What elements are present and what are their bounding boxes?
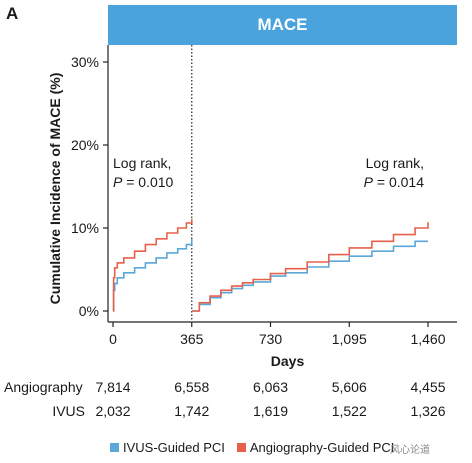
x-axis-label: Days (271, 353, 305, 369)
risk-label-ivus: IVUS (52, 403, 85, 419)
x-tick-label: 1,460 (410, 331, 445, 347)
legend-label: Angiography-Guided PCI (249, 440, 395, 455)
risk-value-angiography: 6,558 (174, 379, 210, 395)
legend-item: Angiography-Guided PCI (236, 440, 395, 455)
annotation-log-rank: Log rank, (366, 155, 424, 171)
risk-value-angiography: 4,455 (410, 379, 446, 395)
y-tick-label: 10% (71, 220, 99, 236)
x-tick-label: 1,095 (332, 331, 367, 347)
legend-swatch (110, 443, 119, 452)
p-value: = 0.014 (373, 174, 424, 190)
annotation-log-rank: Log rank, (113, 155, 171, 171)
legend-item: IVUS-Guided PCI (110, 440, 225, 455)
y-tick-label: 0% (79, 303, 99, 319)
p-symbol: P (113, 174, 123, 190)
legend: IVUS-Guided PCI Angiography-Guided PCI (110, 440, 406, 455)
risk-value-angiography: 7,814 (95, 379, 131, 395)
risk-label-angiography: Angiography (4, 379, 83, 395)
legend-swatch (236, 443, 246, 452)
legend-label: IVUS-Guided PCI (123, 440, 225, 455)
x-tick-label: 730 (259, 331, 283, 347)
risk-value-ivus: 2,032 (95, 403, 131, 419)
watermark: 风心论道 (390, 445, 430, 456)
x-tick-label: 365 (180, 331, 204, 347)
series-line-0-segment-1 (191, 240, 428, 312)
annotation-p-value: P = 0.010 (113, 174, 174, 190)
risk-value-ivus: 1,742 (174, 403, 210, 419)
series-line-1-segment-1 (191, 222, 429, 312)
panel-label: A (6, 4, 19, 23)
chart-title-bar: MACE (108, 5, 457, 45)
p-value: = 0.010 (122, 174, 173, 190)
x-tick-label: 0 (109, 331, 117, 347)
risk-value-ivus: 1,522 (331, 403, 367, 419)
risk-value-ivus: 1,326 (410, 403, 446, 419)
p-symbol: P (364, 174, 374, 190)
risk-value-angiography: 5,606 (331, 379, 367, 395)
y-tick-label: 30% (71, 54, 99, 70)
series-line-1-segment-0 (112, 218, 193, 312)
chart-title: MACE (257, 15, 308, 34)
risk-value-ivus: 1,619 (252, 403, 289, 419)
y-tick-label: 20% (71, 137, 99, 153)
risk-value-angiography: 6,063 (252, 379, 289, 395)
y-axis-label: Cumulative Incidence of MACE (%) (47, 73, 63, 305)
series-line-0-segment-0 (112, 238, 193, 312)
annotation-p-value: P = 0.014 (364, 174, 425, 190)
